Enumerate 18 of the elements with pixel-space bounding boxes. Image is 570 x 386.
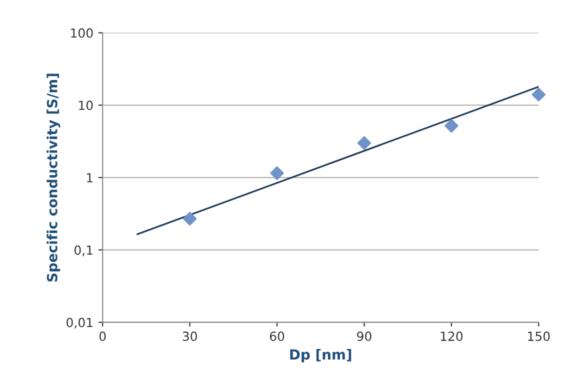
x-tick-label: 0	[99, 332, 106, 342]
y-tick-label: 10	[79, 100, 93, 110]
point	[532, 88, 546, 102]
x-tick-label: 90	[357, 332, 372, 342]
x-tick-label: 150	[528, 332, 550, 342]
y-axis-title: Specific conductivity [S/m]	[46, 74, 60, 282]
point	[270, 166, 284, 180]
y-tick-label: 100	[71, 28, 93, 38]
point	[182, 212, 197, 226]
y-tick-label: 0,01	[66, 318, 92, 329]
y-tick-label: 0,1	[74, 245, 92, 256]
y-tick-label: 1	[86, 173, 92, 182]
x-tick-label: 120	[440, 332, 463, 342]
x-tick-label: 30	[182, 332, 197, 342]
x-axis-title: Dp [nm]	[290, 348, 352, 362]
point	[444, 118, 458, 133]
x-tick-label: 60	[270, 332, 284, 342]
point	[357, 136, 372, 150]
